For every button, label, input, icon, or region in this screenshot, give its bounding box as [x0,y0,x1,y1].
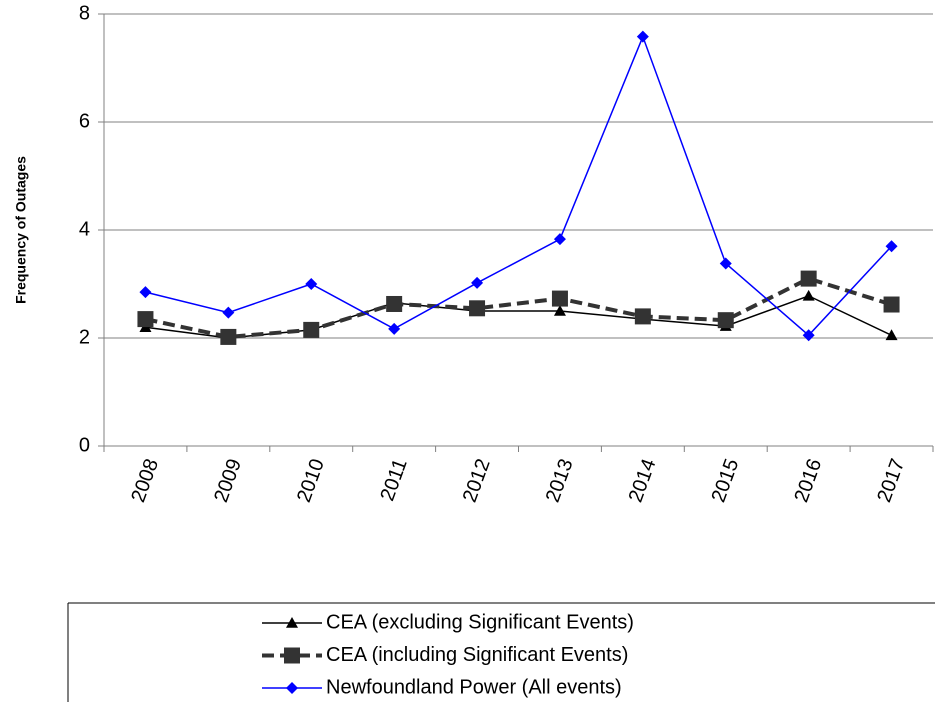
y-tick-label: 0 [79,434,90,456]
point [303,321,320,338]
point [220,328,237,345]
point [139,286,152,299]
legend-label: Newfoundland Power (All events) [326,676,622,698]
x-tick-label: 2011 [376,456,411,504]
point [222,306,235,319]
x-tick-label: 2014 [625,456,661,505]
point [388,322,401,335]
point [386,295,403,312]
point [802,329,815,342]
point [137,311,154,328]
point [636,30,649,43]
y-tick-label: 2 [79,326,90,348]
point [885,240,898,253]
point [553,233,566,246]
point [634,308,651,325]
point [305,278,318,290]
y-tick-label: 6 [79,110,90,132]
point [883,296,900,313]
y-axis-label: Frequency of Outages [13,156,29,304]
point [551,290,568,307]
y-tick-label: 4 [79,218,90,240]
x-tick-label: 2012 [459,456,495,505]
point [800,270,817,287]
point [717,312,734,329]
y-tick-label: 8 [79,2,90,24]
point [471,276,484,289]
x-tick-label: 2016 [790,456,826,505]
series-line [145,34,893,337]
x-tick-label: 2010 [293,456,329,505]
point [469,300,486,317]
legend-label: CEA (including Significant Events) [326,644,628,666]
point [719,257,732,270]
x-tick-label: 2017 [873,456,909,505]
series-line [145,276,893,339]
point [553,305,566,316]
legend-marker [286,617,298,628]
x-tick-label: 2013 [542,456,578,505]
x-tick-label: 2009 [210,456,246,505]
legend-label: CEA (excluding Significant Events) [326,611,634,633]
x-tick-label: 2008 [127,456,163,505]
point [802,289,815,301]
legend-marker [286,682,298,694]
x-tick-label: 2015 [708,456,744,505]
legend-marker [284,647,300,664]
point [885,329,898,341]
